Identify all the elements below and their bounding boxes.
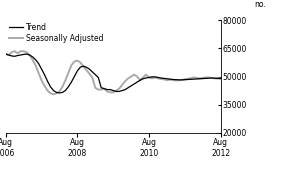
Legend: Trend, Seasonally Adjusted: Trend, Seasonally Adjusted: [9, 23, 104, 43]
Text: no.: no.: [254, 0, 265, 9]
